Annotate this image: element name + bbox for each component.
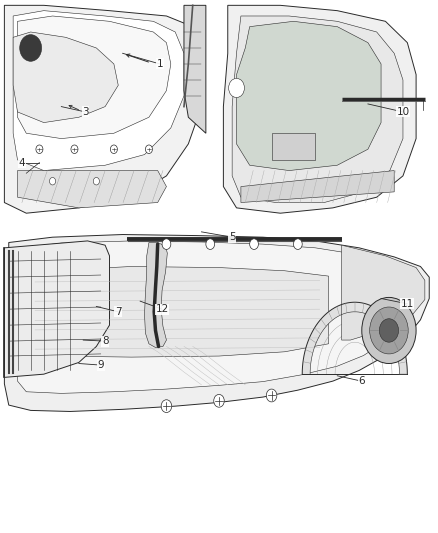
Polygon shape <box>18 241 416 393</box>
Circle shape <box>36 145 43 154</box>
Circle shape <box>93 177 99 185</box>
Circle shape <box>145 145 152 154</box>
Text: 10: 10 <box>396 107 410 117</box>
Polygon shape <box>26 266 328 357</box>
Bar <box>272 133 315 160</box>
Text: 6: 6 <box>358 376 365 386</box>
Polygon shape <box>342 245 425 340</box>
Polygon shape <box>4 235 429 411</box>
Circle shape <box>250 239 258 249</box>
Circle shape <box>266 389 277 402</box>
Circle shape <box>214 394 224 407</box>
Text: 5: 5 <box>229 232 236 242</box>
Polygon shape <box>232 16 403 203</box>
Circle shape <box>379 319 399 342</box>
Circle shape <box>49 177 56 185</box>
Circle shape <box>229 78 244 98</box>
Polygon shape <box>237 21 381 171</box>
Text: 1: 1 <box>156 59 163 69</box>
Circle shape <box>110 145 117 154</box>
Polygon shape <box>145 243 167 348</box>
Circle shape <box>20 35 42 61</box>
Polygon shape <box>18 171 166 208</box>
Polygon shape <box>13 11 184 171</box>
Circle shape <box>206 239 215 249</box>
Polygon shape <box>302 302 407 374</box>
Text: 8: 8 <box>102 336 109 346</box>
Text: 12: 12 <box>155 304 169 314</box>
Circle shape <box>293 239 302 249</box>
Circle shape <box>71 145 78 154</box>
Polygon shape <box>184 5 206 133</box>
Circle shape <box>162 239 171 249</box>
Text: 3: 3 <box>82 107 89 117</box>
Circle shape <box>161 400 172 413</box>
Circle shape <box>362 297 416 364</box>
Polygon shape <box>241 171 394 203</box>
Text: 4: 4 <box>18 158 25 167</box>
Polygon shape <box>18 16 171 139</box>
Polygon shape <box>4 5 201 213</box>
Polygon shape <box>4 241 109 377</box>
Text: 7: 7 <box>115 307 122 317</box>
Polygon shape <box>223 5 416 213</box>
Text: 9: 9 <box>97 360 104 370</box>
Text: 11: 11 <box>401 299 414 309</box>
Polygon shape <box>13 32 118 123</box>
Circle shape <box>370 307 408 354</box>
